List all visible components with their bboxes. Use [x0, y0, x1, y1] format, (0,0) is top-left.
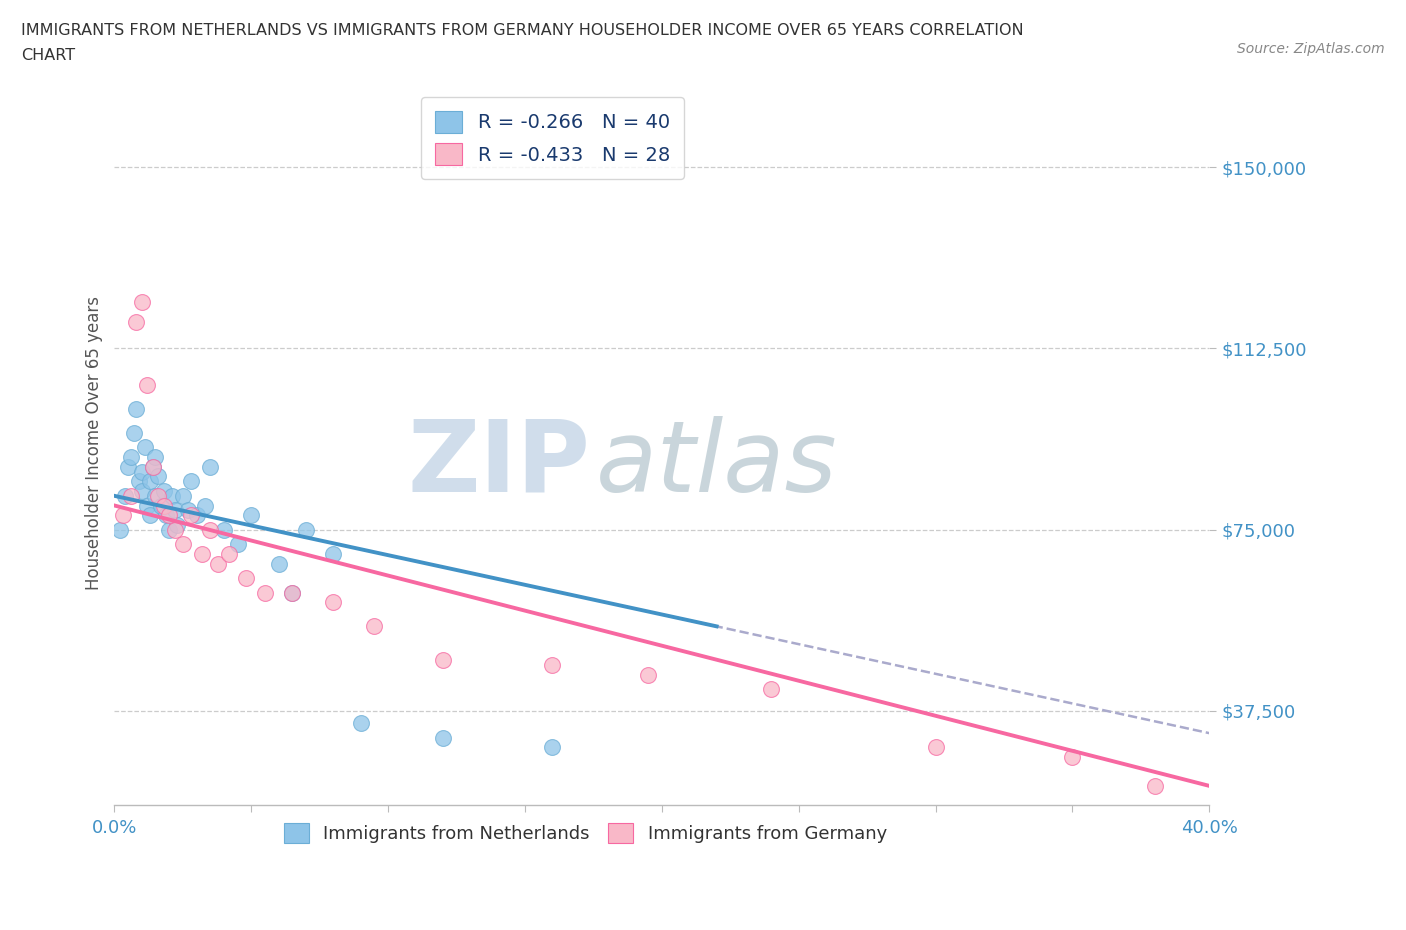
Point — [172, 488, 194, 503]
Point — [194, 498, 217, 513]
Point — [111, 508, 134, 523]
Point — [160, 488, 183, 503]
Point — [148, 469, 170, 484]
Point — [152, 484, 174, 498]
Point — [637, 667, 659, 682]
Point — [157, 508, 180, 523]
Point — [145, 488, 167, 503]
Point — [200, 523, 222, 538]
Point — [207, 556, 229, 571]
Point — [240, 508, 263, 523]
Point — [136, 498, 159, 513]
Point — [1062, 750, 1084, 764]
Point — [142, 459, 165, 474]
Text: IMMIGRANTS FROM NETHERLANDS VS IMMIGRANTS FROM GERMANY HOUSEHOLDER INCOME OVER 6: IMMIGRANTS FROM NETHERLANDS VS IMMIGRANT… — [21, 23, 1024, 38]
Point — [212, 523, 235, 538]
Point — [125, 314, 148, 329]
Text: ZIP: ZIP — [408, 416, 591, 513]
Point — [117, 459, 139, 474]
Point — [120, 488, 142, 503]
Point — [152, 498, 174, 513]
Point — [432, 653, 454, 668]
Y-axis label: Householder Income Over 65 years: Householder Income Over 65 years — [86, 296, 103, 590]
Point — [136, 378, 159, 392]
Point — [177, 503, 200, 518]
Point — [295, 523, 318, 538]
Point — [191, 547, 214, 562]
Point — [157, 523, 180, 538]
Point — [180, 474, 202, 489]
Point — [322, 547, 344, 562]
Point — [924, 739, 946, 754]
Point — [180, 508, 202, 523]
Point — [114, 488, 136, 503]
Point — [142, 459, 165, 474]
Point — [134, 440, 156, 455]
Point — [350, 715, 373, 730]
Point — [108, 523, 131, 538]
Point — [149, 498, 172, 513]
Point — [541, 658, 564, 672]
Point — [148, 488, 170, 503]
Point — [128, 474, 150, 489]
Point — [131, 484, 153, 498]
Point — [139, 508, 162, 523]
Point — [155, 508, 177, 523]
Point — [163, 523, 186, 538]
Point — [253, 585, 276, 600]
Point — [432, 730, 454, 745]
Point — [186, 508, 208, 523]
Point — [125, 402, 148, 417]
Point — [281, 585, 304, 600]
Text: atlas: atlas — [596, 416, 838, 513]
Point — [761, 682, 783, 697]
Point — [163, 503, 186, 518]
Point — [541, 739, 564, 754]
Point — [322, 595, 344, 610]
Point — [172, 537, 194, 551]
Point — [235, 571, 257, 586]
Point — [131, 464, 153, 479]
Point — [281, 585, 304, 600]
Point — [200, 459, 222, 474]
Point — [1143, 778, 1166, 793]
Point — [267, 556, 290, 571]
Text: Source: ZipAtlas.com: Source: ZipAtlas.com — [1237, 42, 1385, 56]
Point — [166, 517, 188, 532]
Point — [131, 295, 153, 310]
Point — [122, 426, 145, 441]
Point — [363, 619, 385, 634]
Point — [120, 450, 142, 465]
Legend: Immigrants from Netherlands, Immigrants from Germany: Immigrants from Netherlands, Immigrants … — [277, 816, 894, 851]
Point — [145, 450, 167, 465]
Point — [226, 537, 249, 551]
Point — [139, 474, 162, 489]
Point — [218, 547, 240, 562]
Text: CHART: CHART — [21, 48, 75, 63]
